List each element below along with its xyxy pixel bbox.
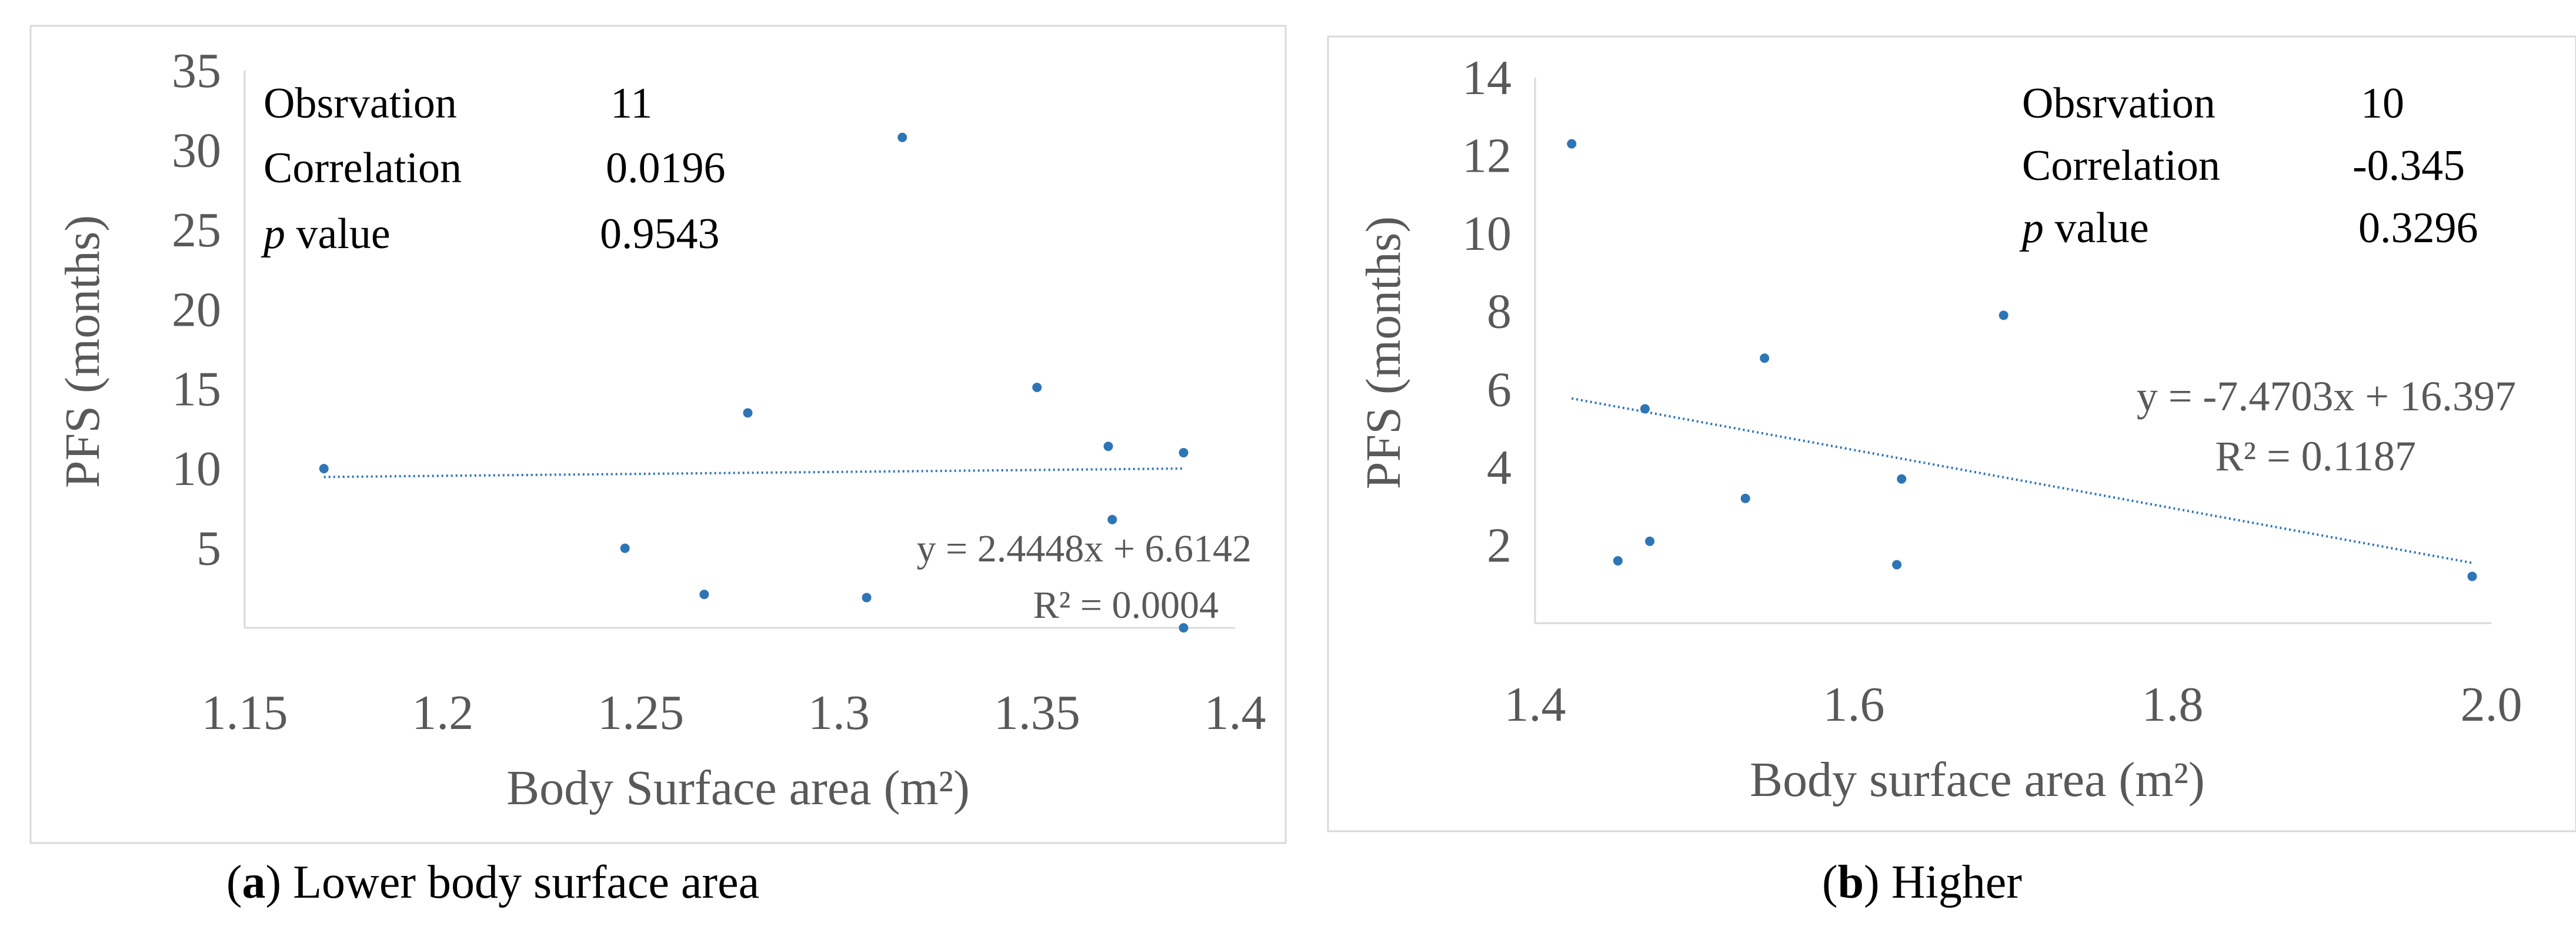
panel-a-ytick-label: 25	[172, 203, 221, 257]
panel-b-equation: y = -7.4703x + 16.397	[2137, 373, 2516, 420]
panel-b-xtick-label: 2.0	[2461, 677, 2522, 732]
panel-b: 2 4 6 8 10 12 14 1.4 1.6 1.8 2.0 Body surface area…	[1327, 35, 2576, 832]
panel-a-ytick-label: 30	[172, 123, 221, 178]
panel-b-stat-label-p-value: p value	[2019, 204, 2149, 252]
panel-b-data-point	[1760, 353, 1770, 363]
panel-a-stat-p-text: value	[285, 210, 391, 258]
panel-b-data-point	[1645, 536, 1655, 546]
panel-a-stat-p-symbol: p	[261, 210, 285, 258]
panel-a-stat-value-p-value: 0.9543	[600, 210, 720, 258]
panel-a-ytick-label: 20	[172, 282, 221, 337]
panel-b-ylabel: PFS (months)	[1356, 216, 1411, 489]
panel-b-ytick-label: 2	[1487, 518, 1511, 573]
panel-b-stat-label-correlation: Correlation	[2022, 142, 2220, 190]
panel-a-ytick-label: 10	[172, 441, 221, 496]
panel-b-data-point	[1892, 560, 1902, 570]
panel-a-data-point	[1107, 514, 1117, 524]
panel-a-xlabel: Body Surface area (m²)	[506, 761, 970, 815]
panel-b-xtick-label: 1.8	[2142, 677, 2204, 732]
panel-a-stats: Obsrvation 11 Correlation 0.0196 p value…	[261, 79, 726, 258]
panel-a-data-point	[1179, 623, 1189, 633]
panel-a-data-point	[620, 543, 630, 553]
panel-b-data-point	[1740, 493, 1750, 503]
panel-b-stat-p-text: value	[2044, 204, 2149, 252]
panel-a-xtick-label: 1.35	[994, 685, 1080, 740]
panel-b-stat-p-symbol: p	[2019, 204, 2044, 252]
panel-b-ytick-label: 14	[1462, 51, 1511, 105]
panel-a: 5 10 15 20 25 30 35 1.15 1.2 1.25 1.3 1.35 1.4 Body …	[29, 25, 1287, 844]
panel-b-xtick-label: 1.6	[1823, 677, 1885, 732]
caption-b-letter: b	[1838, 857, 1864, 908]
panel-a-stat-value-observation: 11	[610, 79, 652, 128]
panel-a-stat-label-observation: Obsrvation	[263, 79, 457, 128]
panel-b-data-point	[1613, 556, 1623, 566]
panel-b-data-point	[2467, 571, 2477, 581]
panel-a-ytick-label: 15	[172, 362, 221, 417]
panel-b-stat-value-observation: 10	[2361, 79, 2404, 128]
panel-a-data-point	[1032, 383, 1042, 393]
panel-a-data-point	[743, 408, 753, 418]
panel-b-ytick-label: 10	[1462, 206, 1511, 261]
caption-a-text: Lower body surface area	[281, 857, 759, 908]
panel-a-xtick-label: 1.4	[1204, 685, 1266, 740]
caption-b: (b) Higher	[1822, 857, 2022, 908]
panel-a-stat-label-correlation: Correlation	[263, 144, 462, 192]
panel-a-data-point	[897, 132, 907, 142]
panel-b-data-point	[1897, 474, 1907, 484]
panel-b-stat-value-p-value: 0.3296	[2358, 204, 2478, 252]
panel-a-xtick-label: 1.3	[808, 685, 870, 740]
plot-b: 2 4 6 8 10 12 14 1.4 1.6 1.8 2.0	[1462, 51, 2522, 732]
caption-b-text: Higher	[1880, 857, 2022, 908]
panel-a-xtick-label: 1.25	[598, 685, 684, 740]
panel-b-frame	[1327, 35, 2576, 832]
caption-a: (a) Lower body surface area	[226, 857, 759, 908]
panel-a-equation: y = 2.4448x + 6.6142	[917, 527, 1252, 570]
panel-a-data-point	[1179, 448, 1189, 458]
panel-b-stats: Obsrvation 10 Correlation -0.345 p value…	[2019, 79, 2478, 252]
panel-b-xlabel: Body surface area (m²)	[1750, 752, 2205, 807]
panel-a-ytick-label: 5	[196, 521, 221, 576]
panel-b-ytick-label: 4	[1487, 440, 1511, 495]
panel-a-stat-label-p-value: p value	[261, 210, 391, 258]
panel-a-ytick-label: 35	[172, 44, 221, 98]
panel-a-frame	[29, 25, 1287, 844]
panel-b-trendline	[1571, 397, 2472, 564]
caption-a-letter: a	[242, 857, 266, 908]
panel-a-ylabel: PFS (months)	[55, 215, 110, 488]
panel-a-xtick-label: 1.15	[202, 685, 288, 740]
panel-b-data-point	[1640, 404, 1650, 414]
panel-a-xtick-label: 1.2	[412, 685, 473, 740]
panel-b-stat-label-observation: Obsrvation	[2022, 79, 2215, 128]
panel-b-ytick-label: 8	[1487, 285, 1511, 339]
panel-b-r-squared: R² = 0.1187	[2215, 433, 2416, 480]
panel-b-xtick-label: 1.4	[1504, 677, 1566, 732]
panel-a-data-point	[1103, 441, 1113, 451]
panel-b-data-point	[1567, 139, 1577, 149]
panel-a-data-point	[699, 590, 709, 600]
plot-a: 5 10 15 20 25 30 35 1.15 1.2 1.25 1.3 1.35 1.4	[172, 44, 1266, 740]
panel-b-ytick-label: 12	[1462, 129, 1511, 183]
panel-a-r-squared: R² = 0.0004	[1033, 584, 1219, 627]
panel-b-data-point	[1998, 310, 2008, 320]
panel-a-data-point	[319, 464, 329, 474]
panel-a-trendline	[323, 467, 1184, 479]
panel-a-data-point	[862, 593, 872, 603]
panel-a-stat-value-correlation: 0.0196	[606, 144, 726, 192]
panel-b-ytick-label: 6	[1487, 362, 1511, 417]
panel-b-stat-value-correlation: -0.345	[2353, 142, 2465, 190]
